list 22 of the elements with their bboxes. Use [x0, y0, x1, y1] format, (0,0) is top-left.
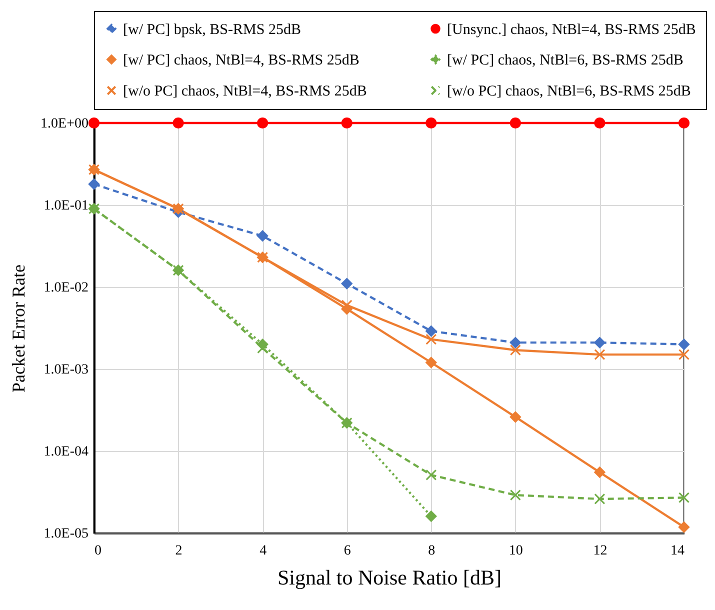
x-tick-label: 6 — [344, 544, 351, 558]
y-tick-label: 1.0E+00 — [40, 116, 88, 132]
legend-label: [w/o PC] chaos, NtBl=6, BS-RMS 25dB — [447, 84, 691, 100]
legend-label: [w/o PC] chaos, NtBl=4, BS-RMS 25dB — [123, 84, 367, 100]
x-tick-label: 12 — [593, 544, 608, 558]
x-tick-label: 2 — [175, 544, 182, 558]
x-tick-label: 0 — [94, 544, 102, 558]
y-tick-label: 1.0E-05 — [44, 526, 88, 542]
y-tick-label: 1.0E-02 — [44, 280, 88, 296]
y-tick-label: 1.0E-03 — [44, 362, 88, 378]
y-tick-label: 1.0E-04 — [44, 444, 88, 460]
legend-label: [w/ PC] bpsk, BS-RMS 25dB — [123, 22, 301, 38]
x-tick-label: 4 — [260, 544, 267, 558]
x-tick-label: 10 — [508, 544, 523, 558]
legend-label: [w/ PC] chaos, NtBl=6, BS-RMS 25dB — [447, 52, 684, 68]
x-tick-label: 8 — [428, 544, 436, 558]
y-tick-label: 1.0E-01 — [44, 198, 88, 214]
x-axis-title: Signal to Noise Ratio [dB] — [278, 566, 502, 590]
y-axis-title: Packet Error Rate — [8, 264, 29, 392]
x-tick-label: 14 — [670, 544, 684, 558]
legend-label: [w/ PC] chaos, NtBl=4, BS-RMS 25dB — [123, 52, 360, 68]
legend-label: [Unsync.] chaos, NtBl=4, BS-RMS 25dB — [447, 22, 696, 38]
